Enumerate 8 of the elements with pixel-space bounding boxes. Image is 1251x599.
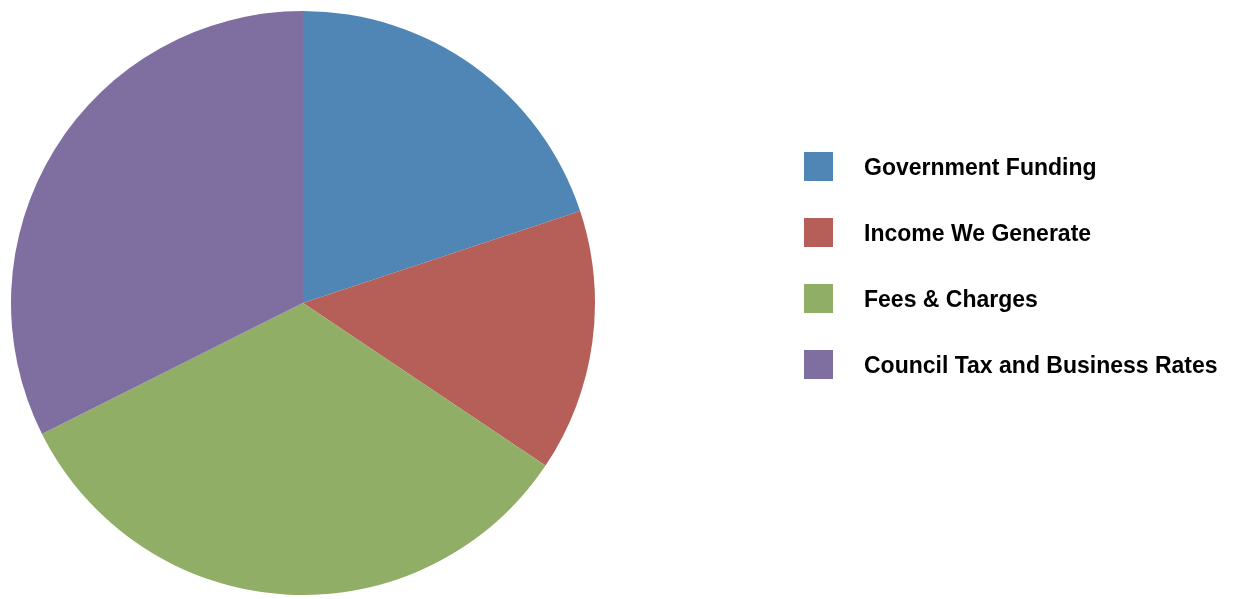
legend-label: Council Tax and Business Rates: [864, 352, 1218, 378]
pie-slice: [303, 11, 581, 303]
pie-slice: [11, 11, 303, 434]
legend-label: Income We Generate: [864, 220, 1092, 246]
legend-label: Government Funding: [864, 154, 1097, 180]
legend-label: Fees & Charges: [864, 286, 1038, 312]
pie-slice: [303, 211, 595, 466]
pie-slice: [42, 303, 546, 595]
